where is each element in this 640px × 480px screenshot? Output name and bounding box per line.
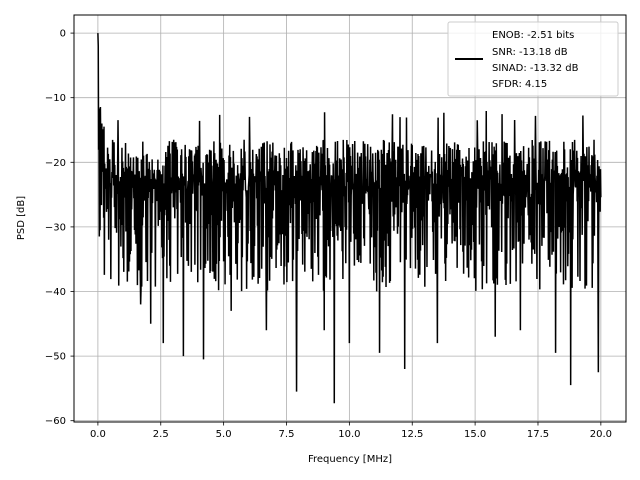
y-tick-label: 0 — [60, 29, 66, 40]
x-tick-label: 17.5 — [527, 429, 549, 440]
legend-box — [447, 21, 619, 97]
y-tick-label: −10 — [45, 93, 66, 104]
x-tick-label: 0.0 — [90, 429, 106, 440]
legend-line-1: ENOB: -2.51 bits — [492, 30, 574, 41]
y-tick-label: −20 — [45, 158, 66, 169]
x-tick-label: 2.5 — [153, 429, 169, 440]
y-tick-label: −60 — [45, 416, 66, 427]
x-tick-label: 10.0 — [338, 429, 360, 440]
y-tick-label: −30 — [45, 222, 66, 233]
x-tick-label: 5.0 — [216, 429, 232, 440]
x-tick-label: 20.0 — [590, 429, 612, 440]
legend-line-3: SINAD: -13.32 dB — [492, 63, 579, 74]
x-axis-ticks: 0.0 2.5 5.0 7.5 10.0 12.5 15.0 17.5 20.0 — [90, 422, 612, 440]
legend-line-2: SNR: -13.18 dB — [492, 47, 568, 58]
y-axis-ticks: 0 −10 −20 −30 −40 −50 −60 — [45, 29, 74, 427]
x-tick-label: 12.5 — [401, 429, 423, 440]
psd-trace-line — [97, 33, 602, 404]
y-axis-label: PSD [dB] — [16, 196, 27, 240]
plot-frame — [73, 14, 627, 423]
y-tick-label: −50 — [45, 352, 66, 363]
legend: ENOB: -2.51 bits SNR: -13.18 dB SINAD: -… — [447, 21, 619, 97]
x-tick-label: 15.0 — [464, 429, 486, 440]
x-tick-label: 7.5 — [279, 429, 295, 440]
legend-line-4: SFDR: 4.15 — [492, 79, 547, 90]
series-psd — [97, 33, 602, 404]
x-axis-label: Frequency [MHz] — [308, 454, 392, 465]
y-tick-label: −40 — [45, 287, 66, 298]
